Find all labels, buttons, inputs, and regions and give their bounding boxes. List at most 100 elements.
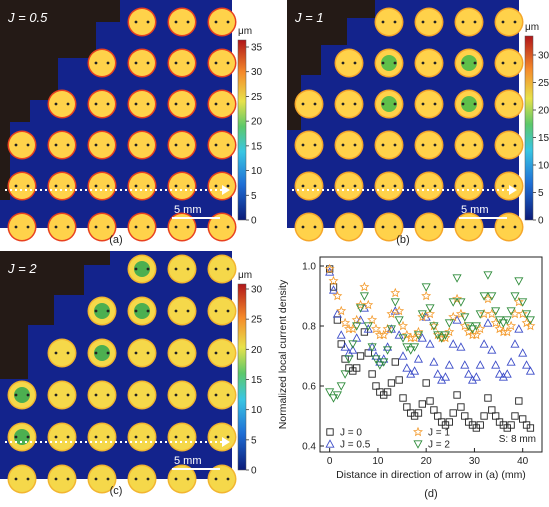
data-point	[348, 345, 358, 354]
direction-arrow-head	[222, 185, 230, 195]
colorbar-tick-label: 25	[538, 78, 549, 89]
data-point	[375, 361, 385, 370]
electrode-pin	[214, 477, 218, 481]
electrode-dot	[496, 214, 522, 240]
electrode-pin	[421, 20, 425, 24]
electrode-dot	[169, 9, 195, 35]
colorbar-tick-label: 5	[251, 435, 257, 446]
data-point	[378, 329, 389, 340]
electrode-dot	[89, 424, 115, 450]
data-point	[448, 298, 458, 307]
electrode-pin	[513, 143, 517, 147]
electrode-dot	[169, 340, 195, 366]
data-point	[456, 342, 466, 351]
electrode-pin	[94, 102, 98, 106]
electrode-pin	[26, 184, 30, 188]
electrode-dot	[209, 256, 235, 282]
colorbar-unit: μm	[238, 270, 252, 281]
colorbar	[237, 283, 247, 471]
electrode-pin	[134, 102, 138, 106]
electrode-pin	[134, 20, 138, 24]
electrode-dot	[169, 214, 195, 240]
legend-label: J = 0.5	[340, 440, 371, 451]
data-point	[514, 324, 524, 333]
electrode-dot	[129, 214, 155, 240]
electrode-pin	[106, 61, 110, 65]
electrode-pin	[94, 309, 98, 313]
data-point	[518, 348, 528, 357]
electrode-pin	[54, 351, 58, 355]
data-point	[324, 263, 335, 274]
electrode-pin	[94, 61, 98, 65]
electrode-dot	[456, 214, 482, 240]
data-point	[395, 376, 403, 384]
data-point	[417, 311, 428, 322]
electrode-pin	[313, 184, 317, 188]
legend-marker	[413, 426, 423, 437]
electrode-pin	[353, 184, 357, 188]
electrode-pin	[341, 102, 345, 106]
electrode-pin	[301, 184, 305, 188]
electrode-dot	[129, 466, 155, 492]
electrode-dot	[496, 132, 522, 158]
data-point	[483, 318, 493, 327]
electrode-pin	[421, 184, 425, 188]
data-point	[433, 331, 443, 340]
electrode-dot	[496, 50, 522, 76]
data-point	[391, 358, 399, 366]
electrode-pin	[341, 143, 345, 147]
electrode-pin	[214, 102, 218, 106]
electrode-pin	[393, 225, 397, 229]
data-point	[425, 308, 436, 319]
electrode-pin	[186, 477, 190, 481]
electrode-dot-center	[94, 303, 110, 319]
data-point	[525, 316, 535, 325]
data-point	[464, 369, 474, 378]
electrode-dot	[296, 214, 322, 240]
electrode-dot	[49, 382, 75, 408]
x-tick-label: 20	[421, 456, 433, 467]
data-point	[498, 372, 508, 381]
data-point	[429, 357, 439, 366]
data-point	[422, 379, 430, 387]
data-point	[413, 331, 424, 340]
data-point	[352, 322, 362, 331]
electrode-pin	[146, 102, 150, 106]
data-point	[372, 382, 380, 390]
legend-label: J = 1	[428, 428, 450, 439]
data-point	[467, 325, 478, 334]
electrode-dot-center	[461, 96, 477, 112]
electrode-pin	[353, 102, 357, 106]
electrode-pin	[66, 102, 70, 106]
x-axis-label: Distance in direction of arrow in (a) (m…	[336, 469, 526, 481]
electrode-dot	[89, 382, 115, 408]
electrode-pin	[226, 393, 230, 397]
data-point	[471, 329, 482, 340]
direction-arrow-head	[222, 437, 230, 447]
electrode-dot-center	[461, 55, 477, 71]
y-tick-label: 1.0	[302, 262, 316, 273]
electrode-dot	[336, 132, 362, 158]
data-point	[328, 394, 339, 403]
electrode-pin	[186, 393, 190, 397]
data-point	[332, 290, 343, 301]
electrode-pin	[106, 393, 110, 397]
electrode-pin	[54, 225, 58, 229]
data-point	[510, 339, 520, 348]
data-point	[471, 372, 481, 381]
chart-annotation: S: 8 mm	[499, 434, 536, 445]
data-point	[344, 355, 354, 364]
data-point	[488, 406, 496, 414]
electrode-pin	[134, 267, 138, 271]
data-point	[410, 366, 420, 375]
data-point	[421, 290, 432, 301]
data-point	[511, 412, 519, 420]
electrode-pin	[106, 102, 110, 106]
electrode-pin	[393, 143, 397, 147]
colorbar	[237, 39, 247, 221]
electrode-pin	[134, 143, 138, 147]
colorbar-tick-label: 15	[538, 133, 549, 144]
colorbar-unit: μm	[525, 22, 539, 33]
data-point	[444, 326, 455, 337]
data-point	[359, 292, 369, 301]
